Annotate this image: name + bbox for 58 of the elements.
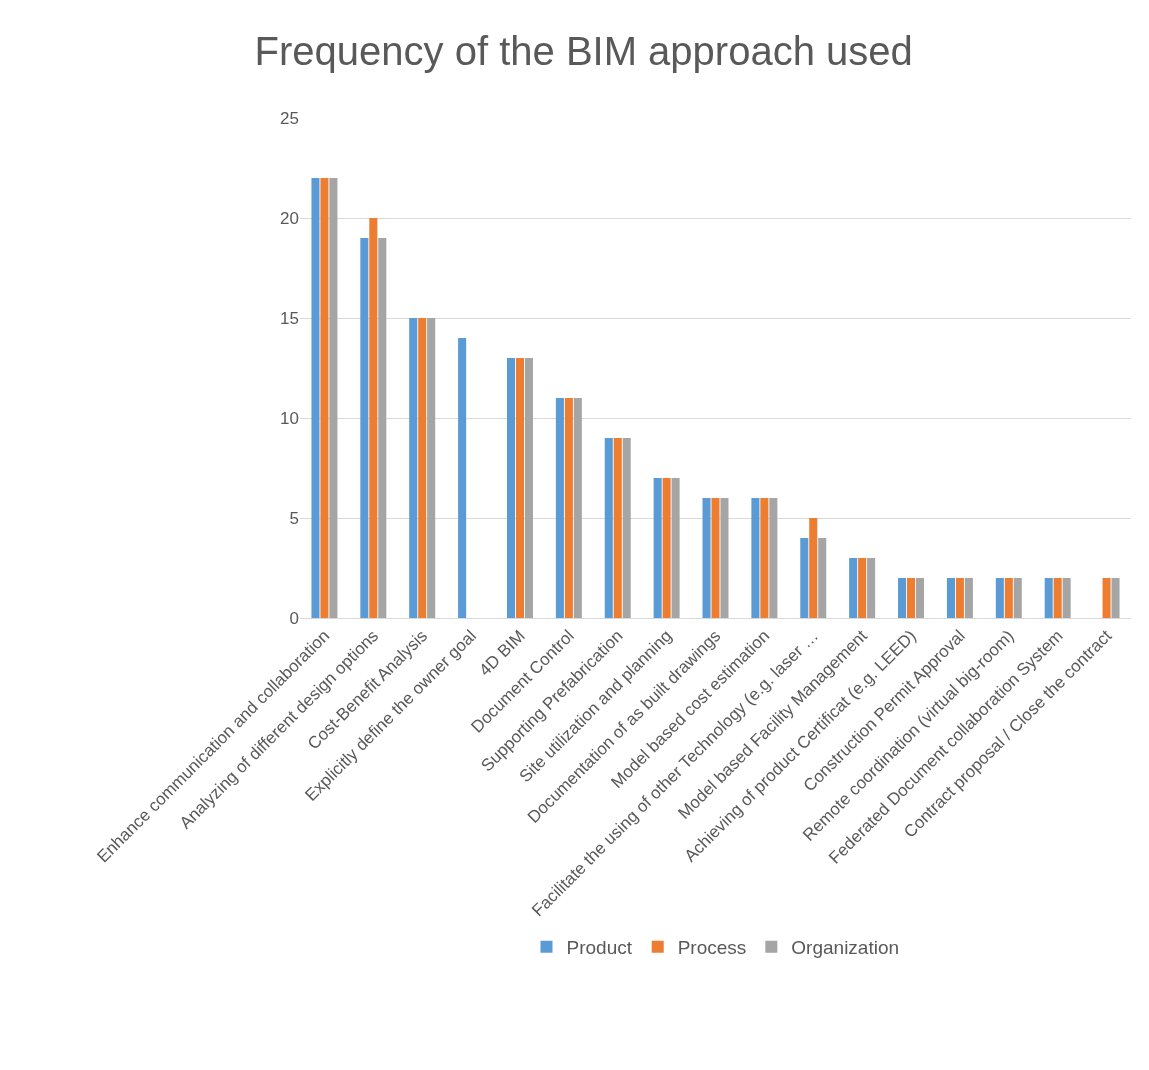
y-tick-label: 5 <box>289 508 299 528</box>
y-tick-label: 25 <box>280 108 299 128</box>
bar <box>955 578 964 618</box>
bar <box>1062 578 1071 618</box>
bar <box>458 338 467 618</box>
bar <box>915 578 925 618</box>
bar <box>720 498 729 618</box>
bar <box>378 238 387 618</box>
bar <box>506 358 516 618</box>
bar <box>1053 578 1062 618</box>
bar <box>622 438 631 618</box>
y-tick-label: 15 <box>280 308 299 328</box>
legend-label: Product <box>566 937 633 959</box>
bar <box>653 478 662 618</box>
y-tick-label: 20 <box>280 208 299 228</box>
bar <box>995 578 1004 618</box>
bar <box>418 318 427 618</box>
bar <box>907 578 916 618</box>
bar <box>760 498 769 618</box>
bar <box>849 558 858 618</box>
legend-label: Process <box>677 937 747 959</box>
bar <box>1013 578 1022 618</box>
bar <box>369 218 378 618</box>
bar <box>671 478 680 618</box>
bar <box>360 238 369 618</box>
bar <box>564 398 573 618</box>
bar <box>898 578 907 618</box>
bar <box>946 578 955 618</box>
bar <box>1102 578 1111 618</box>
bar <box>329 178 338 618</box>
bar <box>524 358 533 618</box>
bar <box>613 438 622 618</box>
bar <box>515 358 524 618</box>
bar <box>711 498 720 618</box>
y-tick-label: 10 <box>280 408 299 428</box>
bar <box>751 498 760 618</box>
y-tick-label: 0 <box>289 608 299 628</box>
bar <box>604 438 613 618</box>
bar <box>867 558 876 618</box>
bar <box>311 178 320 618</box>
bar <box>409 318 418 618</box>
bar <box>1004 578 1013 618</box>
bar <box>964 578 973 618</box>
bar <box>818 538 827 618</box>
bar <box>320 178 329 618</box>
bar <box>809 518 818 618</box>
bar <box>800 538 809 618</box>
bar <box>427 318 436 618</box>
bar <box>769 498 778 618</box>
bar <box>573 398 582 618</box>
bar <box>555 398 564 618</box>
legend-label: Organization <box>791 937 900 959</box>
bar <box>1044 578 1053 618</box>
chart-title: Frequency of the BIM approach used <box>254 29 913 74</box>
bar <box>1111 578 1120 618</box>
bar <box>662 478 671 618</box>
bar <box>858 558 867 618</box>
bar <box>702 498 711 618</box>
